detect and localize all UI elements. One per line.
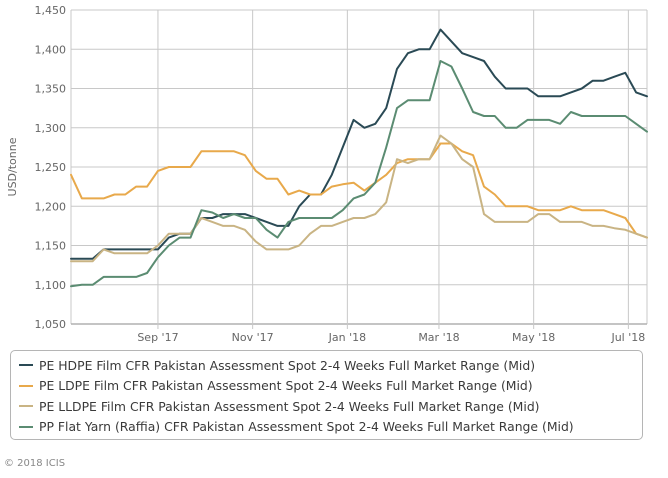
- legend-swatch-icon: [19, 364, 33, 367]
- y-tick-label: 1,200: [35, 200, 67, 213]
- x-axis-ticks: Sep '17 Nov '17 Jan '18 Mar '18 May '18 Jul '…: [137, 331, 645, 344]
- legend-label: PE LDPE Film CFR Pakistan Assessment Spo…: [39, 378, 533, 394]
- y-tick-label: 1,050: [35, 318, 67, 331]
- y-tick-label: 1,250: [35, 161, 67, 174]
- legend-item-ldpe[interactable]: PE LDPE Film CFR Pakistan Assessment Spo…: [19, 376, 642, 397]
- series-line-1: [70, 142, 648, 239]
- y-tick-label: 1,150: [35, 240, 67, 253]
- legend-swatch-icon: [19, 384, 33, 387]
- legend-swatch-icon: [19, 405, 33, 408]
- series-line-3: [70, 60, 648, 288]
- x-tick-label: May '18: [512, 331, 555, 344]
- y-tick-label: 1,450: [35, 4, 67, 17]
- legend-item-lldpe[interactable]: PE LLDPE Film CFR Pakistan Assessment Sp…: [19, 396, 642, 417]
- x-tick-label: Nov '17: [232, 331, 274, 344]
- y-axis-title: USD/tonne: [6, 137, 19, 196]
- x-tick-label: Jul '18: [610, 331, 645, 344]
- legend: PE HDPE Film CFR Pakistan Assessment Spo…: [10, 350, 643, 440]
- y-tick-label: 1,300: [35, 122, 67, 135]
- legend-item-pp-raffia[interactable]: PP Flat Yarn (Raffia) CFR Pakistan Asses…: [19, 417, 642, 438]
- legend-label: PE HDPE Film CFR Pakistan Assessment Spo…: [39, 357, 536, 373]
- y-tick-label: 1,400: [35, 43, 67, 56]
- x-tick-label: Sep '17: [137, 331, 178, 344]
- x-tick-label: Mar '18: [418, 331, 459, 344]
- copyright-notice: © 2018 ICIS: [4, 458, 66, 469]
- legend-item-hdpe[interactable]: PE HDPE Film CFR Pakistan Assessment Spo…: [19, 355, 642, 376]
- legend-label: PE LLDPE Film CFR Pakistan Assessment Sp…: [39, 398, 540, 414]
- y-axis-ticks: 1,050 1,100 1,150 1,200 1,250 1,300 1,350 1,400…: [35, 4, 67, 331]
- y-tick-label: 1,350: [35, 83, 67, 96]
- legend-swatch-icon: [19, 425, 33, 428]
- series-line-2: [70, 134, 648, 263]
- y-gridlines: [70, 9, 648, 325]
- series-lines: [70, 28, 648, 288]
- x-tick-label: Jan '18: [328, 331, 366, 344]
- y-tick-label: 1,100: [35, 279, 67, 292]
- line-chart: 1,050 1,100 1,150 1,200 1,250 1,300 1,350 1,400…: [6, 4, 648, 344]
- legend-label: PP Flat Yarn (Raffia) CFR Pakistan Asses…: [39, 419, 574, 435]
- x-gridlines: [157, 10, 629, 329]
- series-line-0: [70, 28, 648, 260]
